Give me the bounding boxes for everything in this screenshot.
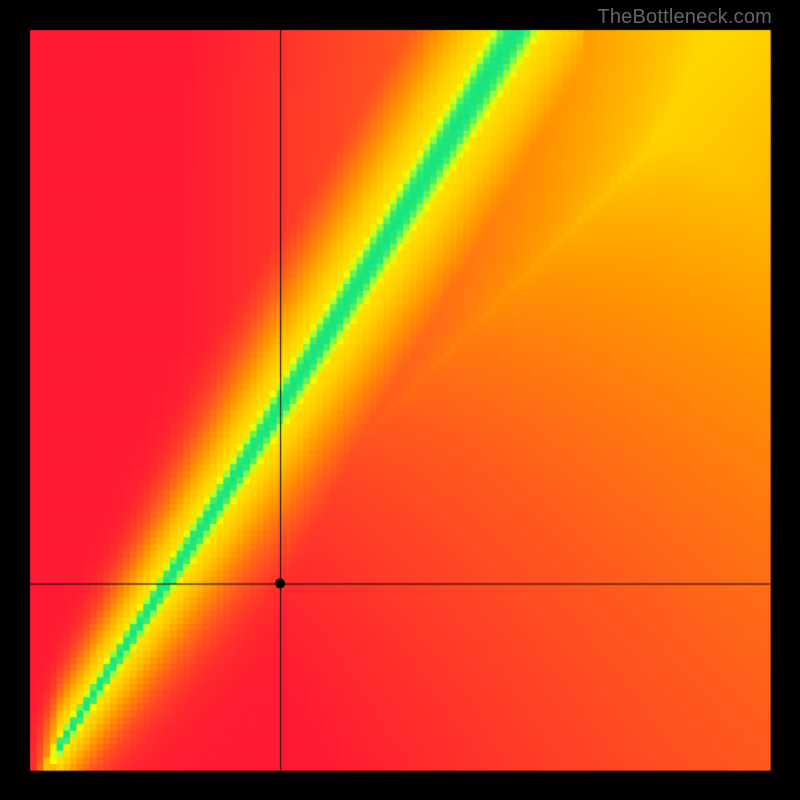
root-container: TheBottleneck.com	[0, 0, 800, 800]
watermark-text: TheBottleneck.com	[597, 6, 772, 29]
heatmap-canvas	[0, 0, 800, 800]
